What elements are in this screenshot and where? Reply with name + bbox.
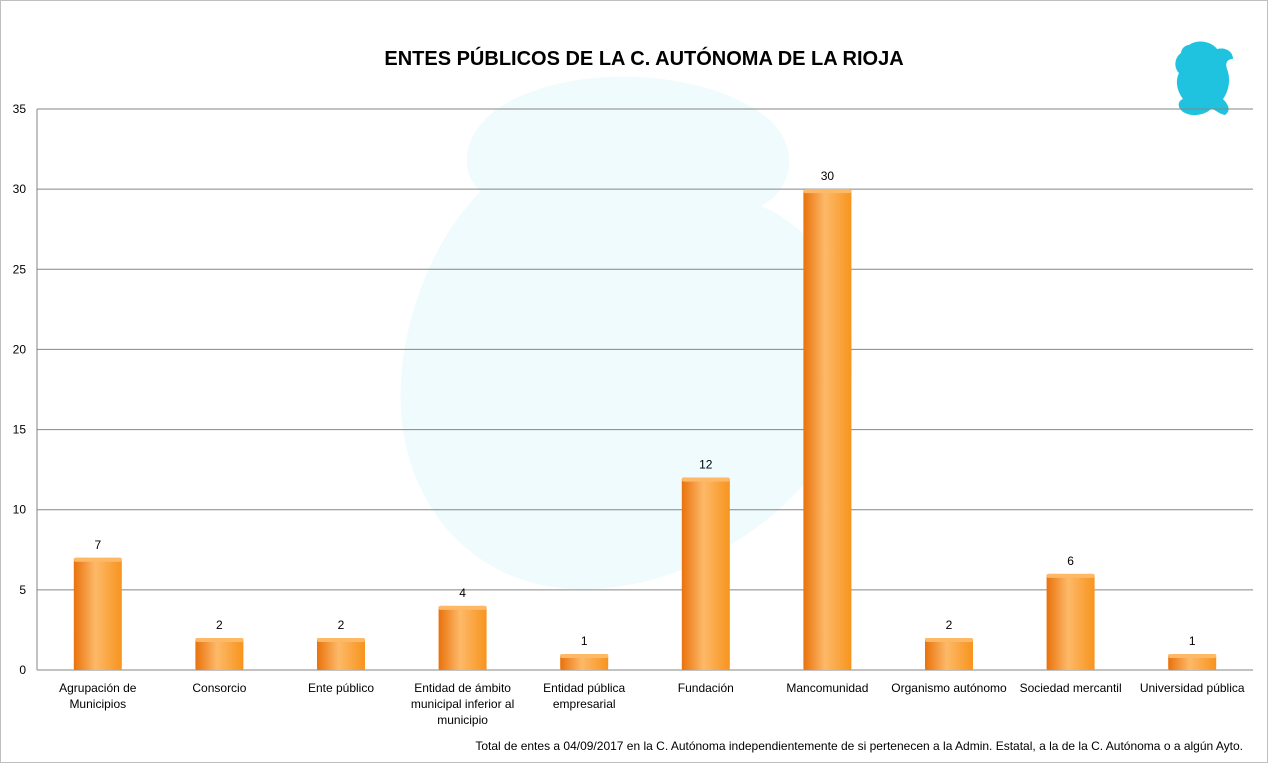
data-label: 2 bbox=[946, 618, 953, 632]
x-axis-labels: Agrupación de Municipios Consorcio Ente púb… bbox=[59, 681, 1245, 727]
y-tick-label: 10 bbox=[13, 503, 27, 517]
data-label: 12 bbox=[699, 458, 713, 472]
bar-highlight bbox=[925, 637, 973, 642]
bar bbox=[1168, 653, 1217, 670]
bar bbox=[73, 557, 122, 670]
data-label: 6 bbox=[1067, 554, 1074, 568]
bar-highlight bbox=[560, 653, 609, 658]
y-tick-label: 30 bbox=[13, 182, 27, 196]
bar bbox=[925, 637, 973, 670]
y-tick-label: 15 bbox=[13, 423, 27, 437]
bar-highlight bbox=[681, 477, 730, 482]
bar-highlight bbox=[1046, 573, 1095, 578]
y-tick-label: 25 bbox=[13, 262, 27, 276]
bar-highlight bbox=[1168, 653, 1217, 658]
gridlines bbox=[36, 108, 1253, 671]
x-tick-label: Fundación bbox=[678, 681, 734, 695]
x-tick-label: Entidad pública empresarial bbox=[543, 681, 625, 711]
y-tick-label: 0 bbox=[19, 663, 26, 677]
data-label: 1 bbox=[581, 634, 588, 648]
x-tick-label: Universidad pública bbox=[1140, 681, 1245, 695]
x-tick-label: Ente público bbox=[308, 681, 374, 695]
x-tick-label: Mancomunidad bbox=[786, 681, 868, 695]
bars bbox=[73, 189, 1217, 670]
data-label: 2 bbox=[338, 618, 345, 632]
y-tick-label: 5 bbox=[19, 583, 26, 597]
bar bbox=[803, 189, 852, 670]
y-tick-label: 20 bbox=[13, 342, 27, 356]
data-labels: 7 2 2 4 1 12 30 2 6 1 bbox=[94, 169, 1195, 648]
bar-highlight bbox=[803, 189, 852, 194]
griffin-logo-icon bbox=[1175, 41, 1233, 116]
x-tick-label: Consorcio bbox=[192, 681, 246, 695]
y-axis-ticks: 0 5 10 15 20 25 30 35 bbox=[13, 102, 27, 677]
bar bbox=[438, 605, 487, 670]
bar bbox=[1046, 573, 1095, 670]
bar bbox=[681, 477, 730, 670]
griffin-watermark-icon bbox=[400, 76, 853, 590]
x-tick-label: Organismo autónomo bbox=[891, 681, 1007, 695]
bar bbox=[560, 653, 609, 670]
bar-highlight bbox=[438, 605, 487, 610]
x-tick-label: Agrupación de Municipios bbox=[59, 681, 137, 711]
bar-highlight bbox=[73, 557, 122, 562]
data-label: 4 bbox=[459, 586, 466, 600]
bar-highlight bbox=[317, 637, 365, 642]
data-label: 30 bbox=[821, 169, 835, 183]
bar bbox=[317, 637, 365, 670]
data-label: 1 bbox=[1189, 634, 1196, 648]
bar-highlight bbox=[195, 637, 244, 642]
data-label: 2 bbox=[216, 618, 223, 632]
y-tick-label: 35 bbox=[13, 102, 27, 116]
x-tick-label: Entidad de ámbito municipal inferior al mu… bbox=[411, 681, 514, 727]
chart-footnote: Total de entes a 04/09/2017 en la C. Aut… bbox=[475, 739, 1243, 753]
x-tick-label: Sociedad mercantil bbox=[1020, 681, 1122, 695]
data-label: 7 bbox=[94, 538, 101, 552]
bar bbox=[195, 637, 244, 670]
chart-title: ENTES PÚBLICOS DE LA C. AUTÓNOMA DE LA R… bbox=[384, 46, 903, 70]
